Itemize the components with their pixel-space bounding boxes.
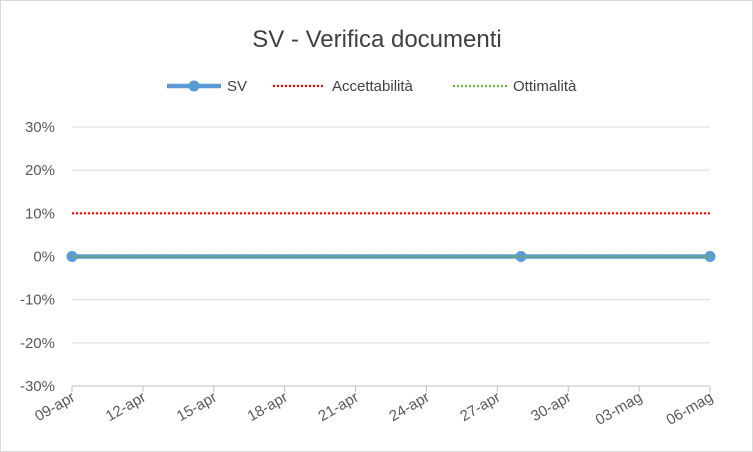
y-tick-label: -20% [20,335,55,352]
x-tick-label: 27-apr [457,389,503,425]
chart-title: SV - Verifica documenti [252,26,501,53]
x-tick-label: 30-apr [528,389,574,425]
x-tick-label: 06-mag [663,389,716,429]
x-tick-label: 21-apr [316,389,362,425]
legend-label-ottimalita: Ottimalità [513,78,577,95]
legend-label-sv: SV [227,78,247,95]
y-tick-label: -30% [20,378,55,395]
x-tick-label: 15-apr [174,389,220,425]
x-axis: 09-apr 12-apr 15-apr 18-apr 21-apr 24-apr 27-a… [32,385,716,429]
legend-item-ottimalita: Ottimalità [453,78,577,95]
x-tick-label: 24-apr [386,389,432,425]
y-tick-label: 20% [25,162,55,179]
legend-item-accettabilita: Accettabilità [273,78,414,95]
y-tick-label: 30% [25,119,55,136]
y-tick-label: 0% [33,249,55,266]
x-tick-label: 18-apr [245,389,291,425]
legend-marker-sv [188,80,200,92]
y-tick-label: -10% [20,292,55,309]
series-layer [66,212,716,262]
legend: SV Accettabilità Ottimalità [167,78,577,95]
legend-item-sv: SV [167,78,247,95]
legend-label-accettabilita: Accettabilità [332,78,414,95]
x-tick-label: 03-mag [593,389,646,429]
x-tick-label: 12-apr [103,389,149,425]
y-axis-tick-labels: 30% 20% 10% 0% -10% -20% -30% [20,119,55,395]
y-tick-label: 10% [25,205,55,222]
